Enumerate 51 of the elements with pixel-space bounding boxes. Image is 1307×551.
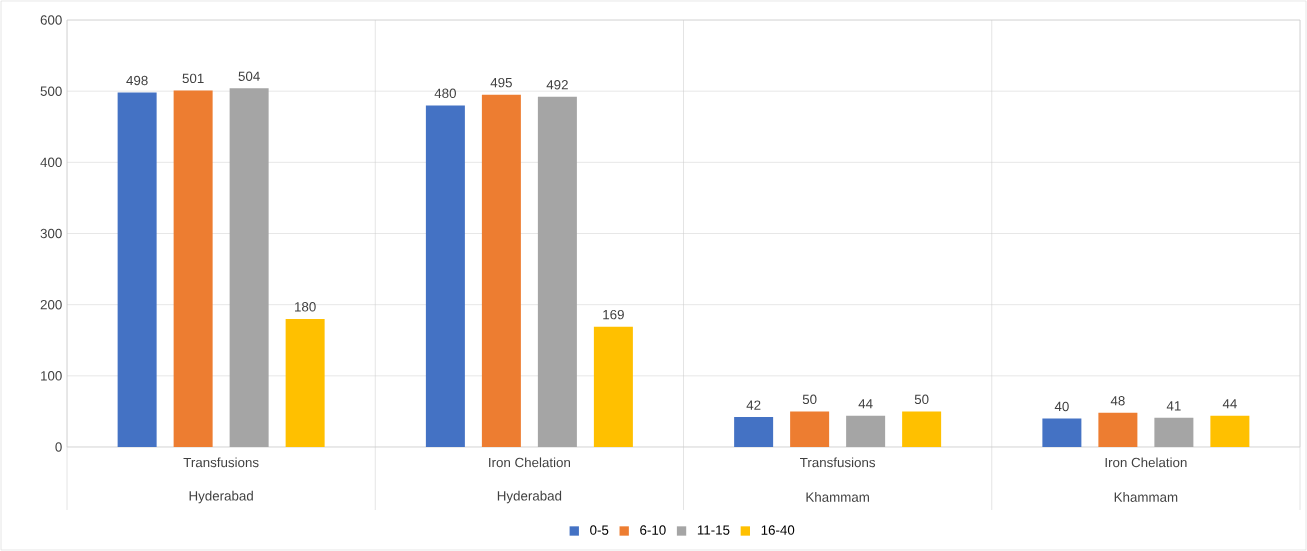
x-tick-label: Transfusions [800,457,876,468]
data-label: 50 [914,394,929,405]
bar [1098,412,1138,447]
legend-label: 6-10 [640,525,666,535]
data-label: 50 [802,394,817,405]
bar [537,96,577,447]
text: Khammam [806,492,869,502]
data-label: 169 [603,309,624,320]
y-tick-label: 0 [55,442,62,452]
data-label: 492 [546,80,568,90]
y-tick-label: 200 [40,299,62,310]
bar [1210,415,1250,447]
y-tick-label: 500 [40,86,62,96]
bar [117,92,157,447]
x-tick-label: Transfusions [183,457,259,468]
data-label: 501 [182,73,204,84]
data-label: 48 [1110,396,1125,406]
bar [846,415,886,447]
data-label: 41 [1166,401,1181,411]
data-label: 480 [434,88,456,99]
text: Hyderabad [189,490,253,504]
bar [173,90,213,447]
bar [790,411,830,447]
bar [481,94,521,447]
x-tick-label: Iron Chelation [489,457,570,468]
data-label: 498 [126,75,148,86]
bar [229,88,269,447]
legend-label: 11-15 [697,525,730,535]
text: Khammam [1114,492,1178,502]
data-label: 44 [1222,399,1237,409]
legend-label: 16-40 [761,525,795,535]
text: Hyderabad [497,490,562,504]
bar [902,411,942,447]
data-label: 40 [1054,401,1069,412]
y-tick-label: 400 [40,157,62,168]
y-tick-label: 100 [41,371,62,381]
legend-label: 0-5 [590,525,609,535]
x-tick-label: Iron Chelation [1105,457,1187,468]
bar [285,318,325,447]
data-label: 42 [746,400,761,410]
data-label: 180 [295,302,316,312]
data-label: 495 [490,77,512,88]
bar [734,417,774,447]
bar [425,105,465,447]
data-label: 44 [858,399,873,409]
bar [593,326,633,447]
y-tick-label: 300 [40,228,62,239]
bar [1154,417,1194,447]
bar [1042,418,1082,447]
y-tick-label: 600 [40,15,62,25]
data-label: 504 [238,71,260,81]
